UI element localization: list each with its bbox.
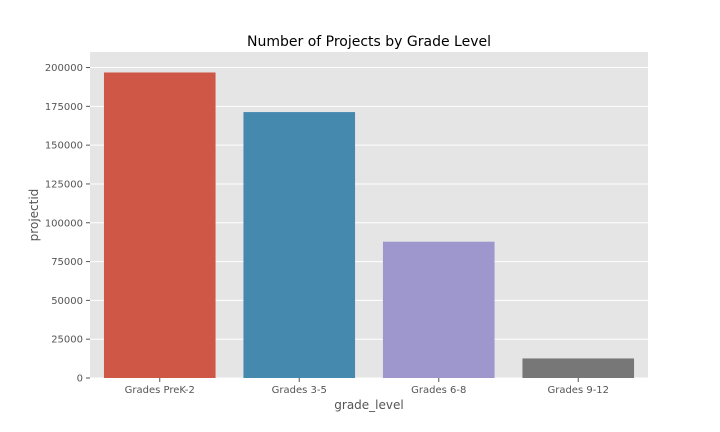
y-tick-label: 75000 bbox=[51, 257, 83, 268]
y-tick-label: 150000 bbox=[45, 141, 83, 152]
bar bbox=[103, 72, 216, 379]
y-tick-label: 175000 bbox=[45, 102, 83, 113]
x-tick-label: Grades 6-8 bbox=[411, 385, 466, 396]
y-tick-label: 125000 bbox=[45, 179, 83, 190]
y-axis: 0 25000 50000 75000 100000 125000 150000 175000… bbox=[45, 63, 90, 385]
y-tick-label: 200000 bbox=[45, 63, 83, 74]
y-axis-label: projectid bbox=[27, 189, 41, 242]
x-tick-label: Grades 3-5 bbox=[272, 385, 327, 396]
y-tick-label: 50000 bbox=[51, 296, 83, 307]
bars bbox=[103, 72, 635, 379]
y-tick-label: 0 bbox=[77, 374, 83, 385]
bar bbox=[382, 241, 495, 378]
y-tick-label: 100000 bbox=[45, 218, 83, 229]
chart-title: Number of Projects by Grade Level bbox=[247, 34, 491, 50]
x-tick-label: Grades PreK-2 bbox=[125, 385, 195, 396]
y-tick-label: 25000 bbox=[51, 335, 83, 346]
bar bbox=[522, 358, 635, 378]
bar bbox=[243, 112, 356, 378]
x-tick-label: Grades 9-12 bbox=[547, 385, 609, 396]
x-axis-label: grade_level bbox=[334, 398, 403, 412]
x-axis: Grades PreK-2 Grades 3-5 Grades 6-8 Grades … bbox=[125, 378, 609, 396]
